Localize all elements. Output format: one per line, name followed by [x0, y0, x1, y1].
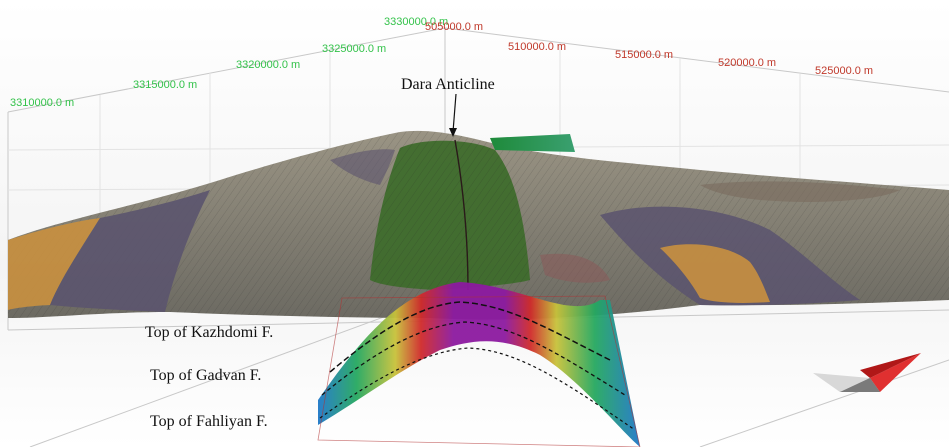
tick-x-4: 525000.0 m — [815, 65, 873, 77]
tick-x-3: 520000.0 m — [718, 57, 776, 69]
geology-units — [8, 149, 900, 312]
arrow-icon — [449, 93, 457, 137]
horizon-label-fahliyan: Top of Fahliyan F. — [150, 413, 268, 430]
bounding-box — [7, 27, 949, 447]
anticline-title: Dara Anticline — [401, 76, 495, 93]
tick-x-0: 505000.0 m — [425, 21, 483, 33]
tick-x-2: 515000.0 m — [615, 49, 673, 61]
compass-icon[interactable] — [813, 353, 921, 392]
tick-x-1: 510000.0 m — [508, 41, 566, 53]
tick-y-3: 3325000.0 m — [322, 43, 386, 55]
tick-y-1: 3315000.0 m — [133, 79, 197, 91]
tick-y-0: 3310000.0 m — [10, 97, 74, 109]
background-panel — [490, 134, 575, 152]
anticline-core — [370, 139, 530, 291]
tick-y-4: 3330000.0 m — [384, 16, 448, 28]
tick-y-2: 3320000.0 m — [236, 59, 300, 71]
horizon-label-kazhdomi: Top of Kazhdomi F. — [145, 324, 273, 341]
cross-section — [317, 282, 641, 447]
horizon-label-gadvan: Top of Gadvan F. — [150, 367, 261, 384]
